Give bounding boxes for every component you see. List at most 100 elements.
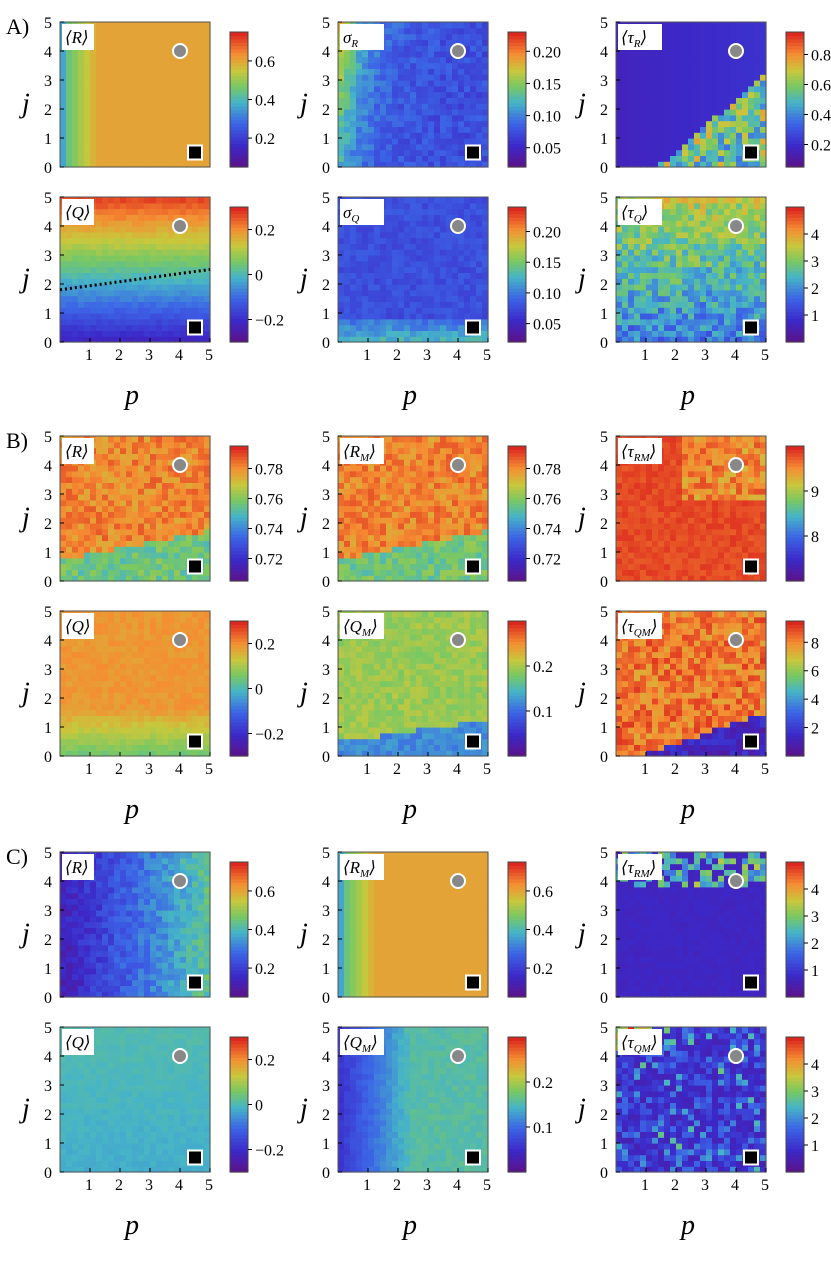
heatmap-cell (700, 278, 707, 284)
heatmap-cell (754, 255, 761, 261)
heatmap-cell (428, 74, 435, 80)
heatmap-cell (676, 330, 683, 336)
heatmap-cell (132, 296, 139, 302)
heatmap-cell (338, 243, 345, 249)
heatmap-cell (150, 558, 157, 564)
heatmap-cell (180, 34, 187, 40)
heatmap-cell (694, 243, 701, 249)
heatmap-cell (736, 249, 743, 255)
heatmap-cell (186, 92, 193, 98)
heatmap-cell (712, 34, 719, 40)
heatmap-cell (162, 307, 169, 313)
heatmap-cell (476, 261, 483, 267)
heatmap-cell (180, 150, 187, 156)
heatmap-cell (712, 284, 719, 290)
heatmap-cell (174, 34, 181, 40)
heatmap-cell (368, 313, 375, 319)
heatmap-cell (350, 261, 357, 267)
heatmap-cell (84, 57, 91, 63)
heatmap-cell (730, 109, 737, 115)
heatmap-cell (368, 267, 375, 273)
heatmap-cell (126, 506, 133, 512)
heatmap-cell (84, 558, 91, 564)
heatmap-cell (144, 249, 151, 255)
heatmap-cell (90, 523, 97, 529)
y-axis-label: j (19, 89, 30, 120)
heatmap-cell (670, 203, 677, 209)
heatmap-cell (338, 63, 345, 69)
heatmap-cell (470, 255, 477, 261)
heatmap-cell (640, 115, 647, 121)
heatmap-cell (634, 330, 641, 336)
heatmap-cell (198, 214, 205, 220)
heatmap-cell (736, 74, 743, 80)
heatmap-cell (66, 144, 73, 150)
heatmap-cell (144, 523, 151, 529)
heatmap-cell (392, 132, 399, 138)
heatmap-cell (386, 255, 393, 261)
heatmap-cell (694, 272, 701, 278)
heatmap-cell (616, 255, 623, 261)
heatmap-cell (60, 261, 67, 267)
heatmap-cell (72, 249, 79, 255)
heatmap-cell (458, 284, 465, 290)
heatmap-cell (90, 540, 97, 546)
heatmap-cell (434, 284, 441, 290)
heatmap-cell (392, 243, 399, 249)
heatmap-cell (338, 150, 345, 156)
heatmap-cell (120, 506, 127, 512)
heatmap-cell (446, 243, 453, 249)
heatmap-cell (452, 290, 459, 296)
heatmap-cell (114, 529, 121, 535)
x-tick-label: 3 (701, 347, 709, 364)
heatmap-cell (446, 74, 453, 80)
heatmap-cell (120, 465, 127, 471)
colorbar-tick-label: 2 (811, 281, 819, 298)
heatmap-cell (60, 465, 67, 471)
heatmap-cell (628, 103, 635, 109)
heatmap-cell (374, 80, 381, 86)
heatmap-cell (344, 226, 351, 232)
heatmap-cell (126, 80, 133, 86)
heatmap-cell (688, 138, 695, 144)
heatmap-cell (404, 319, 411, 325)
heatmap-cell (192, 500, 199, 506)
heatmap-cell (350, 471, 357, 477)
heatmap-cell (682, 57, 689, 63)
heatmap-cell (132, 529, 139, 535)
heatmap-cell (60, 330, 67, 336)
heatmap-cell (718, 209, 725, 215)
heatmap-cell (356, 226, 363, 232)
heatmap-cell (162, 494, 169, 500)
heatmap-cell (150, 535, 157, 541)
heatmap-cell (132, 109, 139, 115)
heatmap-cell (72, 517, 79, 523)
heatmap-cell (84, 138, 91, 144)
heatmap-cell (60, 238, 67, 244)
heatmap-cell (350, 86, 357, 92)
heatmap-cell (84, 226, 91, 232)
heatmap-cell (192, 63, 199, 69)
heatmap-cell (144, 109, 151, 115)
heatmap-cell (476, 109, 483, 115)
heatmap-cell (676, 284, 683, 290)
heatmap-cell (404, 34, 411, 40)
heatmap-cell (416, 126, 423, 132)
heatmap-cell (96, 109, 103, 115)
heatmap-cell (646, 132, 653, 138)
heatmap-cell (168, 121, 175, 127)
heatmap-cell (168, 267, 175, 273)
heatmap-cell (700, 86, 707, 92)
heatmap-cell (356, 517, 363, 523)
heatmap-cell (126, 313, 133, 319)
heatmap-cell (470, 261, 477, 267)
heatmap-cell (96, 523, 103, 529)
heatmap-cell (368, 272, 375, 278)
heatmap-cell (90, 564, 97, 570)
heatmap-cell (398, 325, 405, 331)
heatmap-cell (616, 138, 623, 144)
heatmap-cell (156, 132, 163, 138)
heatmap-cell (422, 243, 429, 249)
heatmap-cell (398, 296, 405, 302)
